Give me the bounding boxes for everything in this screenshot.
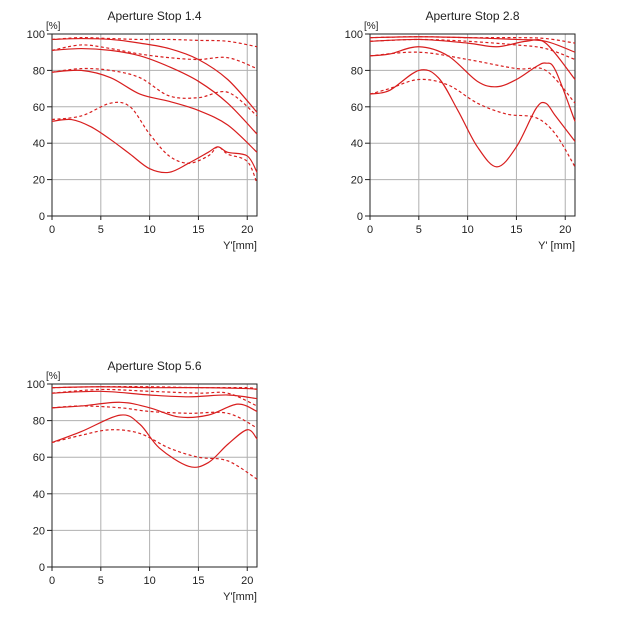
- y-tick-label: 80: [33, 416, 45, 428]
- y-tick-label: 0: [39, 562, 45, 574]
- x-tick-label: 0: [49, 575, 55, 587]
- x-tick-label: 10: [143, 224, 155, 236]
- series-line-solid-5: [51, 69, 258, 153]
- series-line-dashed-6: [369, 51, 576, 104]
- series-line-solid-3: [51, 390, 258, 400]
- y-axis-label: [%]: [364, 21, 379, 32]
- plot-frame: [51, 383, 258, 568]
- x-tick-label: 5: [98, 575, 104, 587]
- y-tick-label: 100: [27, 379, 45, 391]
- chart-title: Aperture Stop 5.6: [107, 359, 201, 373]
- series-line-solid-1: [51, 37, 258, 113]
- series-line-solid-5: [51, 401, 258, 419]
- series-line-solid-7: [51, 414, 258, 468]
- y-tick-label: 80: [351, 65, 363, 77]
- y-tick-label: 0: [39, 211, 45, 223]
- plot-frame: [51, 33, 258, 217]
- y-tick-label: 20: [33, 175, 45, 187]
- chart-panel-1: Aperture Stop 1.4 0 20 40 60 80 100 0 5 10 15 20 [%]…: [27, 9, 258, 252]
- x-axis-label: Y' [mm]: [538, 240, 575, 252]
- series-line-dashed-8: [369, 78, 576, 168]
- chart-panel-2: Aperture Stop 2.8 0 20 40 60 80 100 0 5 10 15 20 [%]…: [345, 9, 576, 252]
- series-line-dashed-2: [51, 386, 258, 391]
- x-axis-label: Y'[mm]: [223, 240, 257, 252]
- x-tick-label: 15: [192, 224, 204, 236]
- series-line-solid-5: [369, 46, 576, 122]
- series-line-dashed-6: [51, 405, 258, 429]
- series-line-solid-1: [51, 386, 258, 391]
- series-line-dashed-2: [369, 36, 576, 44]
- y-tick-label: 40: [351, 138, 363, 150]
- y-tick-label: 100: [345, 29, 363, 41]
- x-tick-label: 20: [559, 224, 571, 236]
- chart-title: Aperture Stop 1.4: [107, 9, 201, 23]
- x-tick-label: 10: [461, 224, 473, 236]
- y-tick-label: 100: [27, 29, 45, 41]
- y-tick-label: 60: [33, 452, 45, 464]
- series-line-solid-3: [51, 47, 258, 135]
- series-line-solid-7: [369, 69, 576, 168]
- series-line-solid-3: [369, 38, 576, 80]
- y-tick-label: 20: [33, 525, 45, 537]
- series-line-dashed-4: [369, 38, 576, 61]
- series-line-dashed-8: [51, 101, 258, 184]
- series-line-dashed-8: [51, 429, 258, 480]
- y-tick-label: 40: [33, 489, 45, 501]
- y-tick-label: 20: [351, 175, 363, 187]
- series-line-solid-7: [51, 118, 258, 174]
- y-axis-label: [%]: [46, 21, 61, 32]
- x-tick-label: 5: [98, 224, 104, 236]
- chart-panel-3: Aperture Stop 5.6 0 20 40 60 80 100 0 5 10 15 20 [%]…: [27, 359, 258, 603]
- x-tick-label: 15: [192, 575, 204, 587]
- x-tick-label: 10: [143, 575, 155, 587]
- x-tick-label: 5: [416, 224, 422, 236]
- x-axis-label: Y'[mm]: [223, 591, 257, 603]
- series-line-dashed-6: [51, 67, 258, 117]
- y-tick-label: 60: [33, 102, 45, 114]
- x-tick-label: 20: [241, 575, 253, 587]
- series-line-dashed-4: [51, 388, 258, 407]
- chart-title: Aperture Stop 2.8: [425, 9, 519, 23]
- x-tick-label: 0: [49, 224, 55, 236]
- x-tick-label: 0: [367, 224, 373, 236]
- y-axis-label: [%]: [46, 371, 61, 382]
- series-line-solid-1: [369, 36, 576, 53]
- plot-frame: [369, 33, 576, 217]
- x-tick-label: 15: [510, 224, 522, 236]
- y-tick-label: 40: [33, 138, 45, 150]
- y-tick-label: 80: [33, 65, 45, 77]
- y-tick-label: 0: [357, 211, 363, 223]
- x-tick-label: 20: [241, 224, 253, 236]
- series-line-dashed-2: [51, 37, 258, 48]
- y-tick-label: 60: [351, 102, 363, 114]
